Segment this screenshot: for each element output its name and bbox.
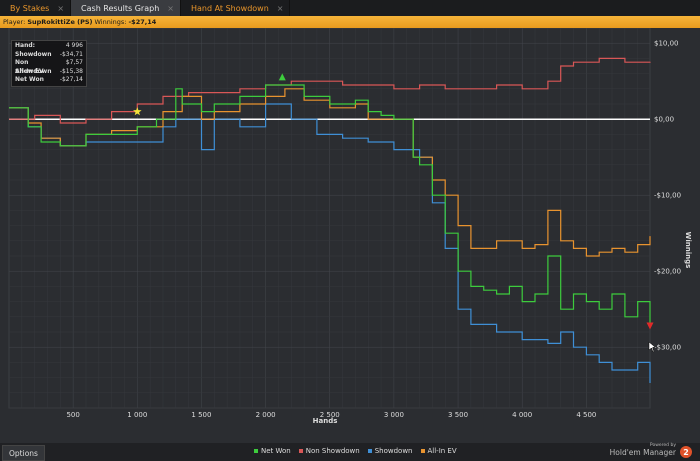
legend-label: Showdown	[374, 447, 413, 455]
stat-row-hands: Hand: 4 996	[15, 42, 83, 51]
x-axis-label: Hands	[313, 417, 338, 425]
close-icon[interactable]: ×	[276, 3, 284, 13]
tab-label: Hand At Showdown	[190, 3, 269, 13]
player-label: Player:	[3, 18, 26, 26]
legend-label: All-In EV	[427, 447, 457, 455]
stats-box: Hand: 4 996 Showdown -$34,71 Non Showdow…	[11, 40, 87, 87]
brand-name: Hold'em Manager	[609, 448, 676, 457]
tab-by-stakes[interactable]: By Stakes ×	[0, 0, 72, 16]
tab-hand-at-showdown[interactable]: Hand At Showdown ×	[181, 0, 291, 16]
bottom-bar: Options Net Won Non Showdown Showdown Al…	[0, 443, 700, 461]
legend-label: Net Won	[261, 447, 291, 455]
close-icon[interactable]: ×	[57, 3, 65, 13]
stat-row-showdown: Showdown -$34,71	[15, 51, 83, 60]
legend-swatch	[254, 449, 258, 453]
stat-value: 4 996	[65, 42, 83, 49]
end-marker-icon	[646, 322, 654, 330]
series-non-showdown	[9, 57, 651, 124]
series-showdown	[9, 103, 651, 383]
legend-item-non-showdown[interactable]: Non Showdown	[298, 447, 360, 455]
x-tick-label: 1 000	[127, 411, 147, 419]
legend: Net Won Non Showdown Showdown All-In EV	[254, 447, 465, 455]
y-axis-label: Winnings	[684, 232, 692, 269]
series-net-won	[9, 84, 651, 326]
graph-background	[0, 28, 700, 443]
options-button[interactable]: Options	[2, 445, 45, 461]
y-tick-label: -$10,00	[654, 192, 681, 200]
stat-value: -$34,71	[59, 50, 83, 58]
x-tick-label: 4 500	[576, 411, 596, 419]
x-tick-label: 3 000	[384, 411, 404, 419]
x-tick-label: 2 500	[320, 411, 340, 419]
legend-swatch	[420, 449, 425, 453]
player-info-bar: Player: SupRokittiZe (PS) Winnings: -$27…	[0, 16, 700, 28]
tab-label: By Stakes	[10, 3, 50, 13]
winnings-label: Winnings:	[94, 18, 127, 26]
legend-item-net-won[interactable]: Net Won	[254, 447, 291, 455]
close-icon[interactable]: ×	[167, 3, 174, 13]
tab-bar: By Stakes × Cash Results Graph × Hand At…	[0, 0, 700, 16]
legend-swatch	[298, 449, 303, 453]
star-marker-icon	[133, 107, 142, 116]
brand-logo-icon: 2	[680, 446, 692, 458]
brand: Powered by Hold'em Manager	[610, 443, 676, 457]
stat-value: -$15,38	[59, 67, 83, 75]
y-tick-label: -$20,00	[654, 268, 681, 276]
stat-label: Non Showdown	[15, 59, 52, 75]
x-tick-labels: 500 1 000 1 500 2 000 2 500 3 000 3 500 4 000 4 …	[66, 411, 596, 419]
x-tick-label: 4 000	[512, 411, 532, 419]
x-tick-label: 3 500	[448, 411, 468, 419]
max-marker-icon	[278, 73, 286, 81]
stat-value: $7,57	[65, 59, 83, 66]
player-name: SupRokittiZe (PS)	[27, 18, 93, 26]
x-tick-label: 500	[66, 411, 79, 419]
x-tick-label: 1 500	[191, 411, 211, 419]
results-graph[interactable]: $10,00 $0,00 -$10,00 -$20,00 -$30,00 500 1 00…	[0, 28, 700, 443]
tab-cash-results-graph[interactable]: Cash Results Graph ×	[71, 0, 181, 16]
y-tick-label: -$30,00	[654, 344, 681, 352]
winnings-value: -$27,14	[128, 18, 157, 26]
x-tick-label: 2 000	[256, 411, 276, 419]
y-tick-labels: $10,00 $0,00 -$10,00 -$20,00 -$30,00	[654, 40, 681, 352]
y-tick-label: $0,00	[654, 116, 674, 124]
tab-label: Cash Results Graph	[81, 3, 160, 13]
stat-value: -$27,14	[59, 76, 83, 83]
grid-lines	[8, 28, 651, 409]
stat-label: Hand:	[15, 42, 36, 49]
stat-row-non-showdown: Non Showdown $7,57	[15, 59, 83, 75]
options-label: Options	[9, 448, 38, 458]
stat-label: Showdown	[15, 50, 52, 58]
stat-row-net-won: Net Won -$27,14	[15, 76, 83, 85]
powered-by-text: Powered by	[649, 443, 676, 448]
stat-row-all-in-ev: All-In EV -$15,38	[15, 68, 83, 77]
legend-label: Non Showdown	[305, 447, 360, 455]
stat-label: Net Won	[15, 76, 44, 83]
legend-item-showdown[interactable]: Showdown	[367, 447, 413, 455]
y-tick-label: $10,00	[654, 40, 679, 48]
series-lines	[9, 57, 651, 383]
legend-swatch	[367, 449, 372, 453]
mouse-cursor-icon	[648, 341, 656, 353]
stat-label: All-In EV	[15, 67, 44, 75]
marker-layer	[133, 73, 654, 330]
legend-item-all-in-ev[interactable]: All-In EV	[420, 447, 457, 455]
